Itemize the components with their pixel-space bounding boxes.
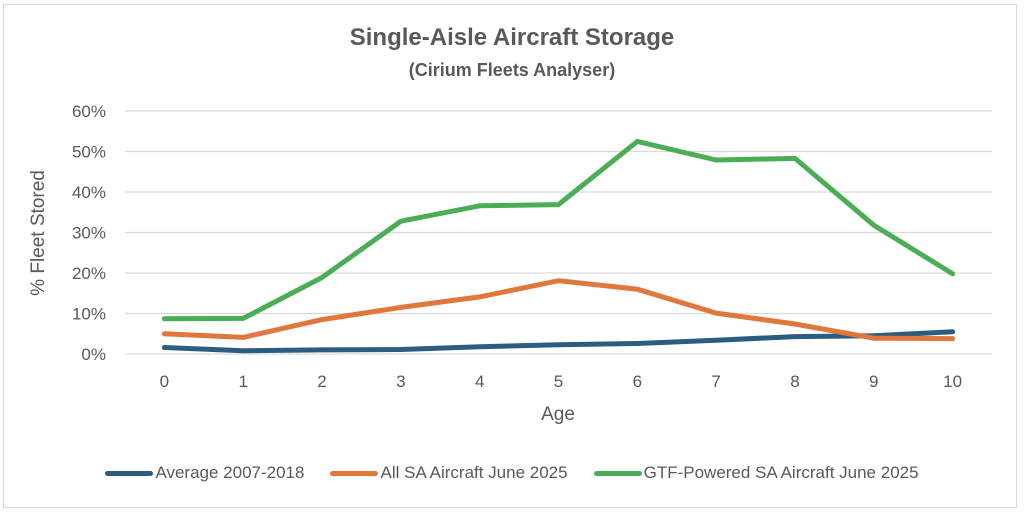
series-line-average-2007-2018 [161,329,956,354]
chart-frame [3,4,1017,508]
legend-item: Average 2007-2018 [105,463,304,483]
x-tick-label: 7 [711,372,720,391]
y-tick-label: 10% [72,305,106,324]
x-tick-label: 8 [790,372,799,391]
gridlines [125,110,992,355]
x-tick-label: 9 [869,372,878,391]
legend-label: GTF-Powered SA Aircraft June 2025 [643,463,919,482]
x-tick-label: 5 [554,372,563,391]
y-tick-label: 40% [72,183,106,202]
x-axis-ticks: 0 1 2 3 4 5 6 7 8 9 10 [160,372,962,391]
legend-swatch [330,470,379,476]
y-tick-label: 60% [72,102,106,121]
legend-swatch [593,470,642,476]
x-tick-label: 1 [238,372,247,391]
legend-label: Average 2007-2018 [155,463,305,482]
x-axis-label: Age [541,404,575,425]
x-tick-label: 6 [633,372,642,391]
y-tick-label: 30% [72,224,106,243]
legend-swatch [105,470,154,476]
y-tick-label: 50% [72,143,106,162]
y-tick-label: 20% [72,264,106,283]
x-tick-label: 3 [396,372,405,391]
chart-title: Single-Aisle Aircraft Storage [349,24,675,51]
x-tick-label: 0 [160,372,169,391]
series-line-gtf-powered-sa-aircraft-june-2025 [161,138,956,322]
y-tick-label: 0% [81,345,106,364]
y-axis-ticks: 0% 10% 20% 30% 40% 50% 60% [72,102,106,364]
legend-item: GTF-Powered SA Aircraft June 2025 [593,463,919,483]
legend-item: All SA Aircraft June 2025 [330,463,568,483]
x-tick-label: 2 [317,372,326,391]
x-tick-label: 10 [943,372,962,391]
y-axis-label: % Fleet Stored [28,170,49,296]
chart-subtitle: (Cirium Fleets Analyser) [408,60,616,80]
series-line-all-sa-aircraft-june-2025 [161,278,956,342]
legend-label: All SA Aircraft June 2025 [380,463,568,482]
series-lines [161,138,956,354]
x-tick-label: 4 [475,372,484,391]
legend: Average 2007-2018 All SA Aircraft June 20… [0,463,1024,483]
